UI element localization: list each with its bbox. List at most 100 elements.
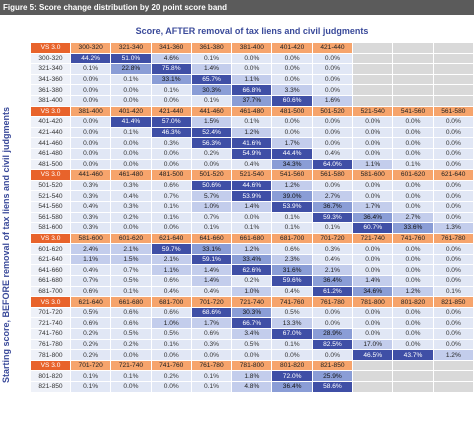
value-cell: 0.1%	[271, 222, 313, 234]
value-cell: 1.1%	[69, 253, 112, 266]
row-label: 421-440	[30, 126, 71, 139]
row-label: 821-850	[30, 381, 71, 393]
column-label: 561-580	[432, 105, 474, 118]
value-cell: 0.1%	[69, 381, 112, 393]
column-label: 721-740	[231, 296, 273, 308]
value-cell: 31.6%	[271, 264, 313, 277]
value-cell: 0.0%	[231, 211, 273, 224]
value-cell: 0.0%	[432, 317, 474, 330]
row-label: 321-340	[30, 63, 71, 75]
column-label: 801-820	[392, 296, 434, 308]
value-cell: 0.0%	[311, 116, 354, 128]
value-cell: 43.7%	[392, 349, 434, 361]
value-cell: 0.0%	[271, 52, 313, 65]
value-cell: 0.7%	[69, 275, 112, 287]
row-label: 661-680	[30, 275, 71, 287]
data-row: 801-820 0.1% 0.1% 0.2% 0.1% 1.8% 72.0% 25.9%	[30, 370, 474, 382]
empty-cell	[432, 52, 474, 65]
value-cell: 0.6%	[69, 285, 112, 298]
value-cell: 0.1%	[190, 52, 233, 65]
empty-cell	[392, 381, 434, 393]
value-cell: 0.0%	[352, 190, 394, 202]
value-cell: 3.3%	[271, 84, 313, 96]
value-cell: 1.4%	[352, 275, 394, 287]
row-label: 601-620	[30, 243, 71, 255]
column-heading: Score, AFTER removal of tax liens and ci…	[135, 26, 369, 36]
value-cell: 0.0%	[352, 306, 394, 319]
column-label: 821-850	[311, 359, 354, 372]
value-cell: 0.0%	[311, 306, 354, 319]
version-label: VS 3.0	[30, 359, 71, 372]
value-cell: 66.7%	[231, 317, 273, 330]
value-cell: 0.0%	[311, 52, 354, 65]
value-cell: 53.9%	[231, 190, 273, 202]
value-cell: 0.3%	[311, 243, 354, 255]
value-cell: 0.5%	[110, 328, 152, 340]
data-row: 541-560 0.4% 0.3% 0.1% 1.0% 1.4% 53.9% 36.7% 1.7…	[30, 200, 474, 213]
version-label: VS 3.0	[30, 42, 71, 54]
value-cell: 0.0%	[392, 275, 434, 287]
value-cell: 2.7%	[311, 190, 354, 202]
value-cell: 0.7%	[150, 190, 192, 202]
column-label: 561-580	[311, 169, 354, 181]
value-cell: 0.0%	[392, 190, 434, 202]
data-row: 661-680 0.7% 0.5% 0.6% 1.4% 0.2% 59.6% 36.4% 1.4…	[30, 275, 474, 287]
value-cell: 72.0%	[271, 370, 313, 382]
value-cell: 1.0%	[231, 285, 273, 298]
column-label: 541-560	[392, 105, 434, 118]
value-cell: 0.0%	[392, 328, 434, 340]
column-label: 801-820	[271, 359, 313, 372]
row-label: 641-660	[30, 264, 71, 277]
value-cell: 0.0%	[432, 328, 474, 340]
value-cell: 0.4%	[311, 147, 354, 160]
value-cell: 0.3%	[69, 222, 112, 234]
column-label: 521-540	[352, 105, 394, 118]
value-cell: 0.0%	[110, 94, 152, 107]
value-cell: 2.1%	[110, 243, 152, 255]
column-label: 761-780	[190, 359, 233, 372]
empty-cell	[432, 84, 474, 96]
empty-cell	[392, 73, 434, 86]
row-label: 721-740	[30, 317, 71, 330]
column-label: 621-640	[150, 232, 192, 245]
value-cell: 0.3%	[69, 190, 112, 202]
value-cell: 0.0%	[432, 126, 474, 139]
value-cell: 46.3%	[150, 126, 192, 139]
value-cell: 0.0%	[432, 264, 474, 277]
value-cell: 0.0%	[311, 137, 354, 149]
column-label: 621-640	[69, 296, 112, 308]
empty-cell	[352, 42, 394, 54]
value-cell: 0.0%	[432, 275, 474, 287]
value-cell: 0.2%	[110, 211, 152, 224]
value-cell: 0.0%	[392, 179, 434, 192]
value-cell: 0.0%	[432, 137, 474, 149]
column-label: 741-760	[271, 296, 313, 308]
value-cell: 0.1%	[150, 338, 192, 351]
value-cell: 34.6%	[352, 285, 394, 298]
empty-cell	[432, 359, 474, 372]
value-cell: 0.5%	[271, 306, 313, 319]
empty-cell	[352, 63, 394, 75]
value-cell: 0.0%	[110, 349, 152, 361]
column-label: 761-780	[311, 296, 354, 308]
value-cell: 0.5%	[69, 306, 112, 319]
column-label: 401-420	[110, 105, 152, 118]
column-label: 481-500	[150, 169, 192, 181]
value-cell: 0.2%	[190, 147, 233, 160]
column-label: 441-460	[69, 169, 112, 181]
value-cell: 68.6%	[190, 306, 233, 319]
column-label: 761-780	[432, 232, 474, 245]
value-cell: 53.9%	[271, 200, 313, 213]
value-cell: 0.2%	[69, 338, 112, 351]
value-cell: 3.4%	[231, 328, 273, 340]
value-cell: 0.0%	[392, 126, 434, 139]
row-label: 781-800	[30, 349, 71, 361]
value-cell: 75.8%	[150, 63, 192, 75]
column-label: 501-520	[190, 169, 233, 181]
data-row: 381-400 0.0% 0.0% 0.0% 0.1% 37.7% 60.6% 1.6%	[30, 94, 474, 107]
row-label: 481-500	[30, 158, 71, 171]
row-label: 501-520	[30, 179, 71, 192]
column-label: 601-620	[392, 169, 434, 181]
value-cell: 1.2%	[392, 285, 434, 298]
value-cell: 1.4%	[190, 275, 233, 287]
